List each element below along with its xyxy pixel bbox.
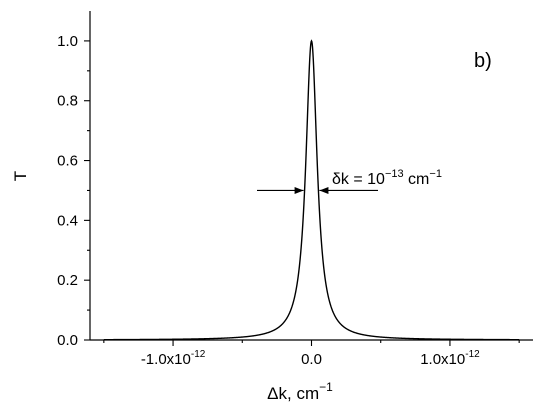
curve-layer (103, 39, 520, 341)
y-tick-label: 0.8 (57, 93, 78, 110)
fwhm-arrow-right-head (319, 186, 329, 194)
x-tick-label: 0.0 (301, 351, 322, 368)
fwhm-arrow-left-head (294, 186, 304, 194)
x-tick-label-mantissa: 1.0x10 (420, 351, 465, 368)
ticks: 0.00.20.40.60.81.0-1.0x10-12 0.0 1.0x10-12 (57, 33, 520, 368)
y-tick-label: 0.6 (57, 153, 78, 170)
x-tick-label: -1.0x10-12 (141, 349, 206, 368)
x-tick-label-exponent: -12 (465, 349, 480, 360)
x-tick-label-mantissa: -1.0x10 (141, 351, 191, 368)
fwhm-annotation-unit: cm (404, 171, 430, 188)
fwhm-annotation-exponent: −13 (385, 168, 404, 180)
annotation-layer: δk = 10−13 cm−1 (257, 168, 442, 194)
y-tick-label: 0.2 (57, 272, 78, 289)
y-tick-label: 0.0 (57, 332, 78, 349)
y-axis-label: T (11, 171, 30, 181)
y-tick-label: 0.4 (57, 212, 78, 229)
axes (89, 11, 533, 341)
y-tick-label: 1.0 (57, 33, 78, 50)
x-axis-label-main: Δk, cm (267, 384, 319, 403)
fwhm-annotation-unit-exponent: −1 (429, 168, 442, 180)
x-axis-label-exponent: −1 (319, 380, 333, 394)
x-tick-label-exponent: -12 (191, 349, 206, 360)
fwhm-annotation: δk = 10−13 cm−1 (332, 168, 442, 188)
panel-label: b) (474, 50, 492, 72)
x-tick-label-mantissa: 0.0 (301, 351, 322, 368)
fwhm-annotation-main: δk = 10 (332, 171, 385, 188)
x-axis-label: Δk, cm−1 (267, 380, 333, 403)
transmission-curve (103, 39, 520, 341)
x-tick-label: 1.0x10-12 (420, 349, 480, 368)
